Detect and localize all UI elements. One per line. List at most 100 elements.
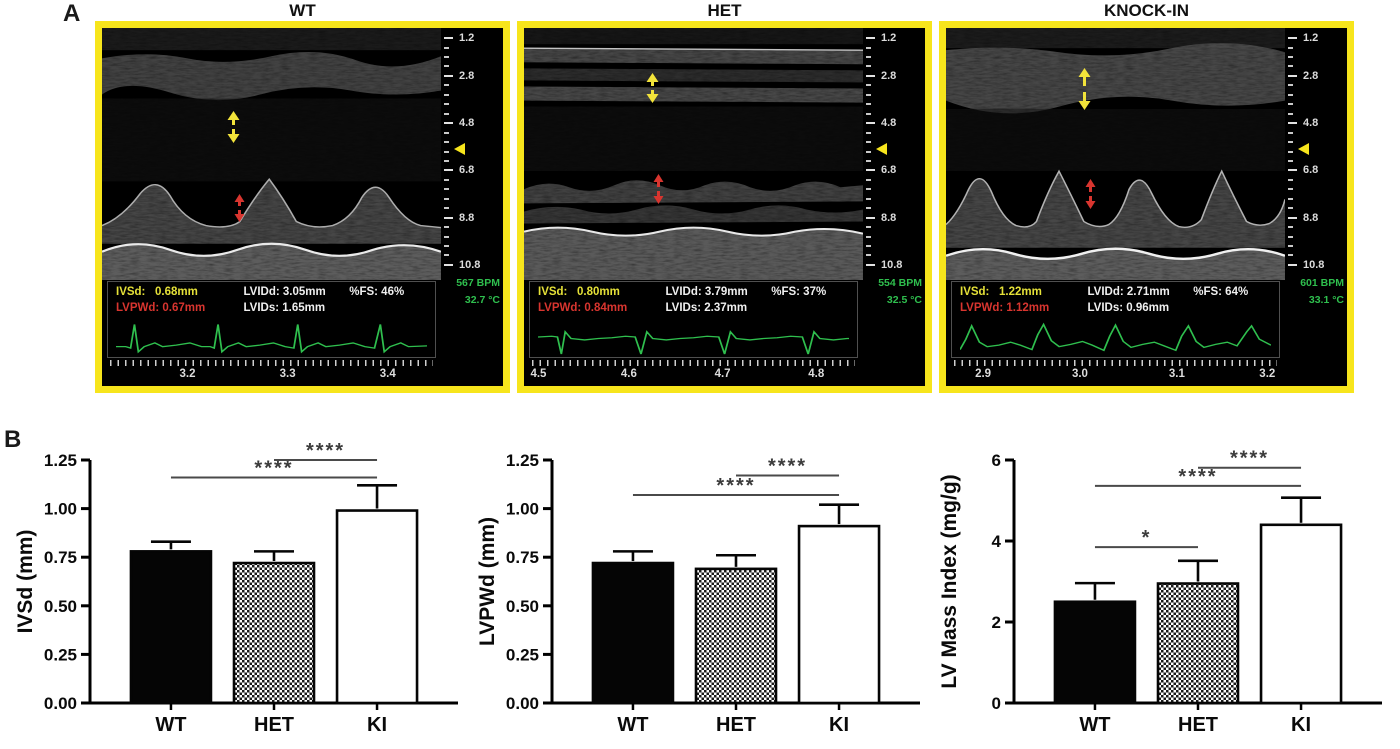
temperature: 32.5 °C — [886, 293, 922, 306]
echo-title-wt: WT — [289, 1, 316, 20]
svg-text:0: 0 — [992, 694, 1001, 713]
mmode-texture — [102, 28, 441, 280]
depth-tick — [866, 93, 871, 96]
depth-label: 6.8 — [459, 164, 475, 177]
fs-reading: %FS: 37% — [771, 286, 827, 298]
depth-tick — [1288, 226, 1293, 229]
svg-text:HET: HET — [716, 714, 756, 736]
svg-text:HET: HET — [254, 714, 294, 736]
time-label: 3.4 — [379, 368, 396, 380]
depth-tick — [1288, 131, 1293, 134]
echo-frame: IVSd: 0.80mm LVIDd: 3.79mm %FS: 37% LVPW… — [517, 21, 932, 393]
depth-tick — [866, 65, 871, 68]
time-label: 4.5 — [530, 368, 547, 380]
depth-tick — [444, 103, 449, 106]
depth-label: 8.8 — [1303, 211, 1319, 224]
depth-tick — [866, 55, 871, 58]
depth-scale: 601 BPM 33.1 °C 1.2 2.8 4.8 6.8 8.8 10.8 — [1285, 28, 1347, 386]
depth-tick — [866, 141, 871, 144]
svg-text:LV Mass Index (mg/g): LV Mass Index (mg/g) — [938, 474, 961, 688]
time-label: 3.3 — [279, 368, 296, 380]
lvids-reading: LVIDs: 0.96mm — [1087, 302, 1170, 315]
lvpwd-reading: LVPWd: 0.67mm — [116, 302, 206, 315]
depth-tick — [444, 74, 453, 77]
depth-tick — [1288, 74, 1297, 77]
depth-tick — [866, 37, 875, 40]
echo-frame: IVSd: 0.68mm LVIDd: 3.05mm %FS: 46% LVPW… — [95, 21, 510, 393]
time-ruler: 4.5 4.6 4.7 4.8 — [524, 358, 863, 386]
depth-tick — [866, 74, 875, 77]
depth-tick — [1288, 122, 1297, 125]
ecg-trace — [116, 324, 427, 354]
depth-tick — [1288, 207, 1293, 210]
depth-tick — [444, 122, 453, 125]
depth-tick — [444, 226, 449, 229]
echo-panel-wt: WT — [95, 0, 510, 393]
depth-tick — [866, 245, 871, 248]
depth-tick — [866, 263, 875, 266]
heart-rate: 554 BPM — [878, 277, 922, 290]
depth-label: 4.8 — [1303, 117, 1319, 130]
svg-text:1.00: 1.00 — [44, 500, 77, 519]
echo-title-het: HET — [707, 1, 742, 20]
depth-label: 6.8 — [1303, 164, 1319, 177]
depth-tick — [866, 216, 875, 219]
ultrasound-image — [946, 28, 1285, 280]
depth-tick — [1288, 112, 1293, 115]
svg-text:WT: WT — [1079, 714, 1110, 736]
lvpwd-reading: LVPWd: 1.12mm — [960, 302, 1050, 315]
ivs-measurement-arrow — [1078, 68, 1091, 111]
depth-tick — [444, 245, 449, 248]
depth-tick — [444, 254, 449, 257]
time-axis: 2.9 3.0 3.1 3.2 — [954, 366, 1277, 384]
depth-tick — [866, 84, 871, 87]
ecg-trace — [538, 330, 849, 355]
echo-panel-knock-in: KNOCK-IN — [939, 0, 1354, 393]
lvpw-measurement-arrow — [1085, 179, 1096, 210]
depth-tick — [866, 226, 871, 229]
depth-tick — [866, 103, 871, 106]
depth-tick — [1288, 263, 1297, 266]
depth-tick — [866, 178, 871, 181]
time-ruler: 2.9 3.0 3.1 3.2 — [946, 358, 1285, 386]
depth-label: 4.8 — [881, 117, 897, 130]
mmode-texture — [946, 28, 1285, 280]
svg-text:0.50: 0.50 — [506, 597, 539, 616]
echo-frame: IVSd: 1.22mm LVIDd: 2.71mm %FS: 64% LVPW… — [939, 21, 1354, 393]
svg-text:KI: KI — [367, 714, 387, 736]
depth-tick — [866, 188, 871, 191]
svg-text:6: 6 — [992, 451, 1001, 470]
svg-text:****: **** — [254, 457, 293, 479]
svg-text:WT: WT — [155, 714, 186, 736]
depth-tick — [1288, 254, 1293, 257]
depth-tick — [1288, 46, 1293, 49]
svg-text:****: **** — [1230, 448, 1269, 470]
depth-tick — [444, 263, 453, 266]
depth-tick — [444, 216, 453, 219]
panel-b: 0.00 0.25 0.50 0.75 1.00 1.25 WT HET KI **** **** I… — [12, 430, 1394, 745]
depth-tick — [1288, 216, 1297, 219]
time-label: 3.2 — [179, 368, 196, 380]
depth-tick — [444, 188, 449, 191]
depth-label: 8.8 — [459, 211, 475, 224]
time-label: 3.1 — [1168, 368, 1185, 380]
depth-tick — [444, 159, 449, 162]
svg-text:1.25: 1.25 — [44, 451, 77, 470]
svg-text:0.50: 0.50 — [44, 597, 77, 616]
svg-text:1.25: 1.25 — [506, 451, 539, 470]
depth-label: 6.8 — [881, 164, 897, 177]
depth-tick — [866, 207, 871, 210]
time-label: 3.0 — [1071, 368, 1088, 380]
ultrasound-image — [524, 28, 863, 280]
depth-label: 4.8 — [459, 117, 475, 130]
ultrasound-image — [102, 28, 441, 280]
svg-text:0.75: 0.75 — [506, 548, 539, 567]
ivsd-reading: IVSd: 0.80mm — [538, 286, 620, 298]
svg-text:2: 2 — [992, 613, 1001, 632]
depth-tick — [444, 37, 453, 40]
ecg-trace — [960, 322, 1271, 352]
depth-tick — [444, 131, 449, 134]
depth-tick — [866, 235, 871, 238]
depth-label: 2.8 — [1303, 69, 1319, 82]
